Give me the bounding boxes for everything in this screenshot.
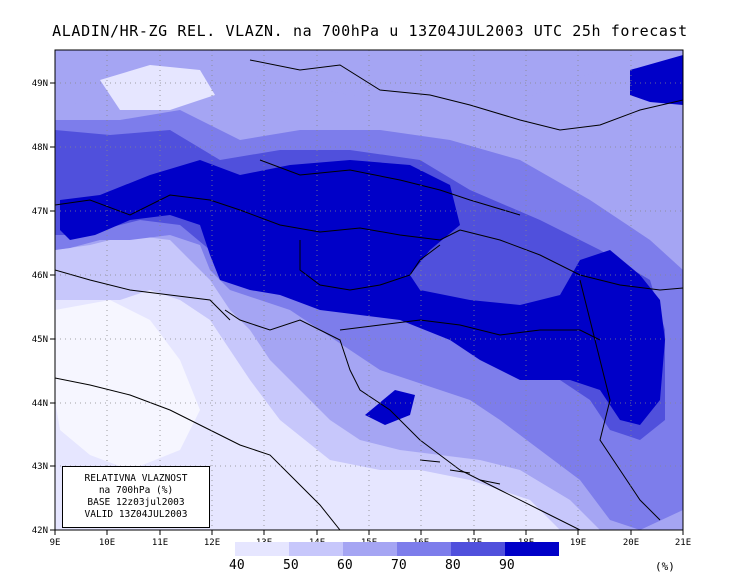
lat-label-42n: 42N — [32, 526, 48, 536]
lat-label-45n: 45N — [32, 335, 48, 345]
legend-label-60: 60 — [337, 558, 353, 573]
shade-90-adriatic — [365, 390, 415, 425]
info-line-level: na 700hPa (%) — [98, 485, 174, 496]
info-line-variable: RELATIVNA VLAZNOST — [84, 473, 188, 484]
lon-label-21e: 21E — [675, 538, 691, 548]
legend-label-90: 90 — [499, 558, 515, 573]
border-line-serbia — [579, 279, 661, 521]
legend-swatch-60 — [343, 542, 397, 556]
border-line-north — [249, 59, 683, 131]
lon-label-19e: 19E — [570, 538, 586, 548]
legend-swatch-80 — [451, 542, 505, 556]
lon-label-12e: 12E — [204, 538, 220, 548]
border-line-alps — [55, 194, 461, 241]
coastline-adriatic — [55, 377, 341, 530]
lat-label-48n: 48N — [32, 143, 48, 153]
info-box: RELATIVNA VLAZNOST na 700hPa (%) BASE 12… — [62, 466, 210, 528]
lat-label-47n: 47N — [32, 207, 48, 217]
legend-unit: (%) — [655, 560, 675, 573]
legend-swatch-40 — [235, 542, 289, 556]
lon-label-20e: 20E — [623, 538, 639, 548]
lat-label-46n: 46N — [32, 271, 48, 281]
lon-label-11e: 11E — [152, 538, 168, 548]
border-line-italy — [55, 269, 231, 321]
border-line-austria — [259, 159, 521, 216]
info-line-valid: VALID 13Z04JUL2003 — [84, 509, 188, 520]
info-line-base: BASE 12z03jul2003 — [87, 497, 185, 508]
legend-label-80: 80 — [445, 558, 461, 573]
shade-90 — [60, 160, 665, 425]
shade-90-ne — [630, 55, 683, 105]
map-title: ALADIN/HR-ZG REL. VLAZN. na 700hPa u 13Z… — [52, 22, 688, 40]
legend-swatch-70 — [397, 542, 451, 556]
legend-label-50: 50 — [283, 558, 299, 573]
legend-label-40: 40 — [229, 558, 245, 573]
shade-40-nw — [100, 65, 215, 110]
lat-label-44n: 44N — [32, 399, 48, 409]
lon-label-10e: 10E — [99, 538, 115, 548]
border-line-bosnia — [339, 319, 601, 341]
legend-swatch-50 — [289, 542, 343, 556]
lat-label-49n: 49N — [32, 79, 48, 89]
lon-label-9e: 9E — [50, 538, 61, 548]
coastline-croatia — [224, 309, 581, 530]
border-line-slovenia — [299, 240, 441, 291]
lat-label-43n: 43N — [32, 462, 48, 472]
legend-label-70: 70 — [391, 558, 407, 573]
shade-40-w — [55, 300, 200, 470]
legend-swatch-90 — [505, 542, 559, 556]
islands — [419, 459, 501, 485]
